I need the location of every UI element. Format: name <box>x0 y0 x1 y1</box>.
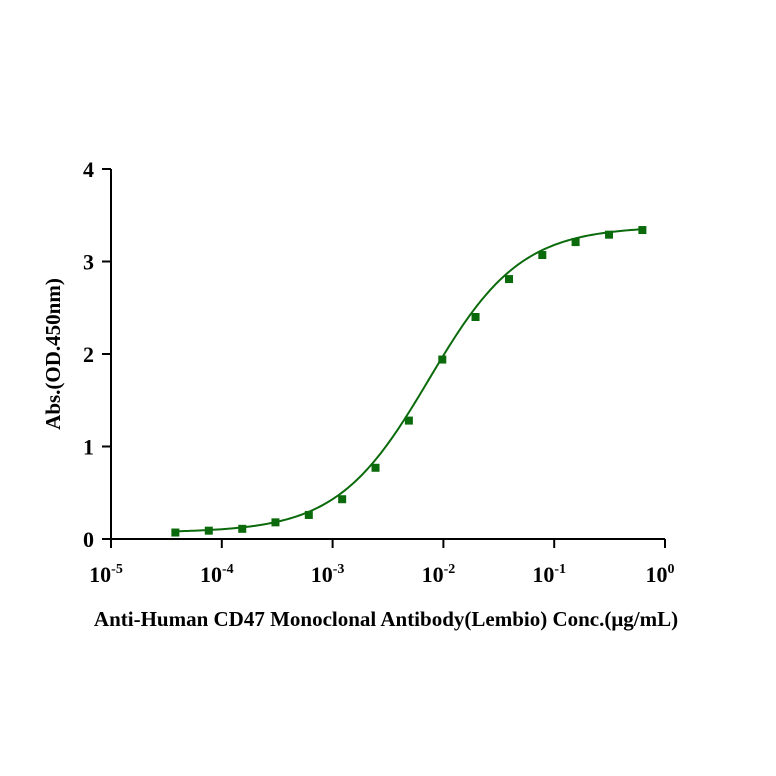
x-tick-base: 10 <box>311 562 333 587</box>
x-tick-label: 10-1 <box>532 562 566 587</box>
x-tick-label: 10-4 <box>200 562 234 587</box>
x-tick-label: 10-2 <box>422 562 456 587</box>
data-point <box>171 528 180 537</box>
x-tick-exponent: -1 <box>554 562 566 577</box>
x-tick-base: 10 <box>532 562 554 587</box>
x-tick-label: 10-5 <box>89 562 123 587</box>
data-point <box>404 416 413 425</box>
data-point <box>505 275 514 284</box>
x-tick-exponent: -3 <box>333 562 345 577</box>
data-point <box>304 510 313 519</box>
data-point <box>238 524 247 533</box>
x-tick-base: 10 <box>646 562 668 587</box>
y-tick-label: 2 <box>83 342 94 367</box>
data-point <box>338 495 347 504</box>
data-point <box>538 251 547 260</box>
data-point <box>438 355 447 364</box>
x-tick-exponent: -2 <box>444 562 456 577</box>
data-point <box>271 518 280 527</box>
y-tick-label: 3 <box>83 250 94 275</box>
data-point <box>371 463 380 472</box>
data-point <box>471 313 480 321</box>
x-tick-base: 10 <box>89 562 111 587</box>
labels: Anti-Human CD47 Monoclonal Antibody(Lemb… <box>41 157 678 631</box>
x-tick-label: 10-3 <box>311 562 345 587</box>
fit-curve <box>175 228 643 533</box>
x-tick-base: 10 <box>200 562 222 587</box>
x-axis-label: Anti-Human CD47 Monoclonal Antibody(Lemb… <box>94 607 678 631</box>
y-axis-label: Abs.(OD.450nm) <box>41 278 65 430</box>
plot-area <box>171 226 647 537</box>
data-point <box>571 238 580 247</box>
x-tick-exponent: -4 <box>222 562 234 577</box>
axes <box>102 168 666 548</box>
x-tick-label: 100 <box>646 562 675 587</box>
data-point <box>605 230 614 239</box>
x-tick-base: 10 <box>422 562 444 587</box>
y-tick-label: 4 <box>83 157 94 182</box>
data-point <box>204 526 213 535</box>
data-point <box>638 226 647 235</box>
y-tick-label: 1 <box>83 435 94 460</box>
y-tick-label: 0 <box>83 527 94 552</box>
x-tick-exponent: -5 <box>111 562 123 577</box>
x-tick-exponent: 0 <box>668 562 675 577</box>
